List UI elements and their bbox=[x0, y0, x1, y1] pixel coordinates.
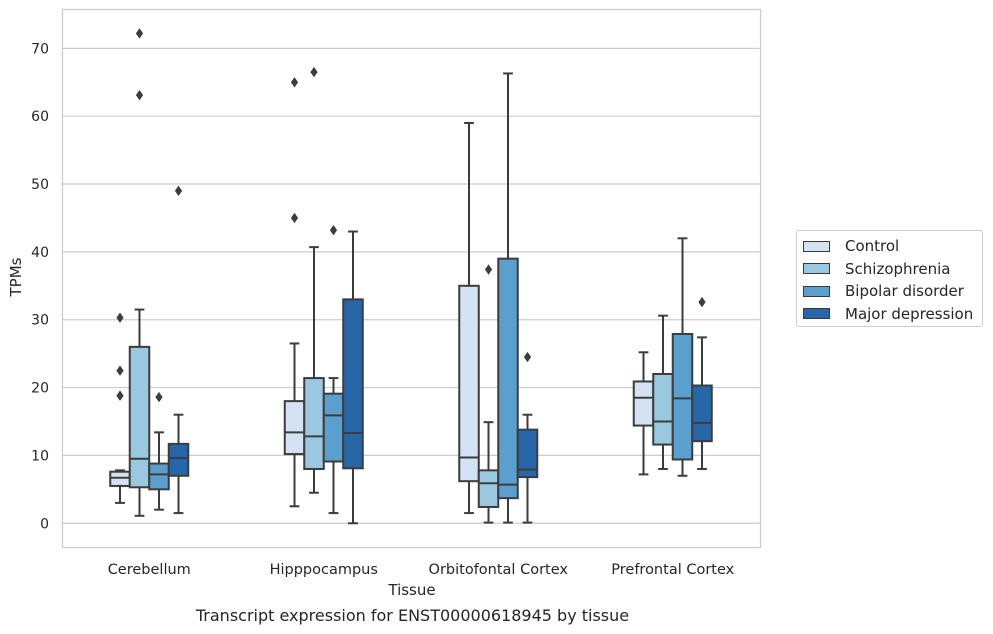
box-iqr bbox=[691, 384, 713, 443]
box-schizophrenia bbox=[303, 66, 325, 494]
outlier-point bbox=[484, 264, 493, 275]
legend-item: Bipolar disorder bbox=[803, 280, 982, 303]
legend-swatch bbox=[803, 240, 830, 252]
outlier-point bbox=[290, 212, 299, 224]
box-iqr bbox=[477, 469, 500, 508]
outlier-point bbox=[135, 28, 144, 39]
x-tick-label: Hipppocampus bbox=[270, 562, 378, 578]
box-control bbox=[283, 77, 306, 508]
plot-area bbox=[109, 28, 713, 525]
box-bipolar-disorder bbox=[148, 391, 170, 511]
x-tick-label: Cerebellum bbox=[108, 562, 191, 578]
x-axis-ticks: Cerebellum Hipppocampus Orbitofontal Corte… bbox=[108, 562, 735, 578]
legend-item: Control bbox=[803, 235, 982, 258]
outlier-point bbox=[174, 185, 183, 197]
outlier-point bbox=[698, 296, 706, 308]
chart-caption: Transcript expression for ENST0000061894… bbox=[195, 606, 630, 625]
box-iqr bbox=[516, 428, 539, 479]
box-bipolar-disorder bbox=[322, 224, 345, 515]
y-tick-label: 50 bbox=[31, 177, 49, 193]
legend-swatch bbox=[803, 263, 830, 275]
box-major-depression bbox=[516, 351, 539, 524]
y-tick-label: 60 bbox=[31, 109, 49, 125]
legend-label: Major depression bbox=[845, 304, 974, 323]
plot-frame bbox=[61, 8, 762, 549]
x-axis-label: Tissue bbox=[387, 581, 435, 599]
box-bipolar-disorder bbox=[497, 72, 519, 524]
box-iqr bbox=[167, 442, 190, 477]
box-iqr bbox=[109, 470, 131, 487]
box-iqr bbox=[342, 298, 364, 470]
legend-label: Control bbox=[845, 237, 900, 256]
y-tick-label: 20 bbox=[31, 381, 49, 397]
box-schizophrenia bbox=[652, 314, 674, 470]
box-iqr bbox=[128, 345, 151, 489]
y-tick-label: 30 bbox=[31, 313, 49, 329]
box-iqr bbox=[148, 462, 170, 491]
outlier-point bbox=[135, 89, 144, 101]
outlier-point bbox=[523, 351, 532, 363]
y-tick-label: 10 bbox=[31, 448, 49, 464]
x-tick-label: Prefrontal Cortex bbox=[611, 562, 734, 578]
y-axis-label: TPMs bbox=[7, 257, 25, 297]
box-iqr bbox=[303, 377, 325, 470]
outlier-point bbox=[329, 224, 338, 236]
box-major-depression bbox=[342, 230, 364, 525]
outlier-point bbox=[290, 77, 299, 88]
outlier-point bbox=[116, 312, 124, 323]
box-schizophrenia bbox=[128, 28, 151, 517]
box-iqr bbox=[322, 392, 345, 463]
box-bipolar-disorder bbox=[671, 237, 694, 477]
x-tick-label: Orbitofontal Cortex bbox=[429, 562, 569, 578]
legend-item: Schizophrenia bbox=[803, 258, 982, 281]
legend: Control Schizophrenia Bipolar disorder Majo… bbox=[796, 230, 983, 327]
box-control bbox=[458, 121, 480, 515]
legend-item: Major depression bbox=[803, 303, 982, 326]
y-tick-label: 70 bbox=[31, 41, 49, 57]
box-iqr bbox=[497, 257, 519, 500]
legend-swatch bbox=[803, 308, 830, 320]
outlier-point bbox=[116, 365, 124, 376]
gridlines bbox=[62, 47, 760, 524]
legend-label: Schizophrenia bbox=[845, 259, 951, 278]
box-iqr bbox=[458, 284, 480, 483]
box-schizophrenia bbox=[477, 264, 500, 524]
y-axis-ticks: 0 10 20 30 40 50 60 70 bbox=[31, 41, 49, 532]
box-iqr bbox=[632, 380, 655, 427]
box-control bbox=[632, 351, 655, 476]
outlier-point bbox=[116, 390, 124, 401]
outlier-point bbox=[155, 391, 163, 403]
box-iqr bbox=[652, 372, 674, 446]
box-major-depression bbox=[167, 185, 190, 515]
y-tick-label: 0 bbox=[40, 516, 49, 532]
box-major-depression bbox=[691, 296, 713, 470]
box-iqr bbox=[283, 400, 306, 456]
box-iqr bbox=[671, 332, 694, 461]
y-tick-label: 40 bbox=[31, 245, 49, 261]
legend-swatch bbox=[803, 285, 830, 297]
legend-label: Bipolar disorder bbox=[845, 282, 964, 301]
outlier-point bbox=[310, 66, 318, 78]
box-control bbox=[109, 312, 131, 504]
